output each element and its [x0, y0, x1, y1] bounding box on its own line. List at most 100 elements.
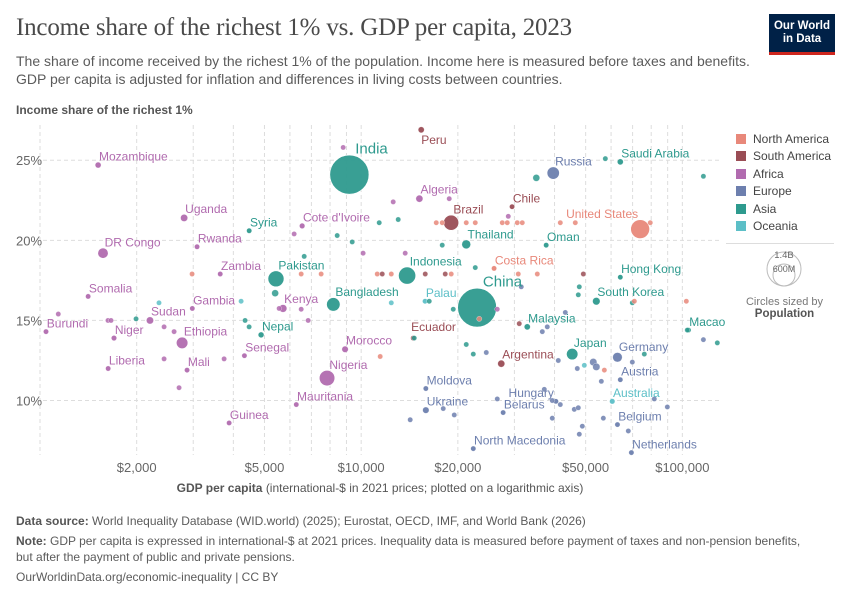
point[interactable] — [442, 271, 448, 277]
point-algeria[interactable] — [415, 195, 424, 203]
owid-logo[interactable]: Our World in Data — [769, 14, 835, 55]
point[interactable] — [318, 271, 324, 277]
point[interactable] — [504, 219, 510, 226]
point[interactable] — [476, 316, 483, 322]
point[interactable] — [505, 213, 512, 220]
point[interactable] — [549, 397, 556, 404]
legend-item-asia[interactable]: Asia — [736, 200, 834, 218]
point[interactable] — [625, 428, 632, 434]
legend-item-africa[interactable]: Africa — [736, 165, 834, 183]
point[interactable] — [301, 253, 307, 260]
point[interactable] — [439, 242, 445, 248]
point-japan[interactable] — [566, 348, 579, 361]
point[interactable] — [390, 199, 396, 205]
point[interactable] — [161, 356, 167, 362]
point-guinea[interactable] — [226, 420, 232, 426]
point-gambia[interactable] — [189, 305, 196, 312]
legend-item-north-america[interactable]: North America — [736, 130, 834, 148]
point-argentina[interactable] — [497, 360, 505, 368]
point-united-states[interactable] — [630, 219, 650, 239]
point[interactable] — [574, 365, 581, 372]
point[interactable] — [579, 423, 586, 429]
point-mozambique[interactable] — [95, 161, 102, 169]
point[interactable] — [463, 219, 469, 226]
point-peru[interactable] — [418, 126, 425, 133]
point[interactable] — [514, 219, 521, 226]
point-saudi-arabia[interactable] — [617, 158, 624, 165]
point-rwanda[interactable] — [194, 243, 200, 250]
point-moldova[interactable] — [423, 385, 429, 392]
point[interactable] — [581, 362, 588, 369]
point[interactable] — [470, 351, 477, 357]
point[interactable] — [439, 219, 445, 226]
point-chile[interactable] — [509, 203, 515, 210]
point-germany[interactable] — [612, 352, 623, 363]
legend-item-south-america[interactable]: South America — [736, 148, 834, 166]
point[interactable] — [298, 306, 304, 312]
point[interactable] — [376, 219, 382, 226]
legend-item-europe[interactable]: Europe — [736, 183, 834, 201]
point[interactable] — [276, 305, 282, 312]
point[interactable] — [340, 144, 346, 151]
point[interactable] — [629, 359, 636, 365]
point-uganda[interactable] — [180, 214, 188, 222]
point[interactable] — [451, 412, 457, 418]
point[interactable] — [291, 231, 297, 237]
point[interactable] — [472, 264, 479, 271]
point[interactable] — [562, 309, 569, 316]
point-hong-kong[interactable] — [617, 274, 624, 280]
point-mauritania[interactable] — [293, 401, 300, 408]
point-austria[interactable] — [617, 376, 624, 383]
point-brazil[interactable] — [443, 214, 460, 231]
point[interactable] — [108, 317, 114, 324]
point[interactable] — [494, 396, 501, 402]
point-bangladesh[interactable] — [326, 297, 341, 312]
point[interactable] — [572, 219, 579, 226]
point-pakistan[interactable] — [267, 270, 285, 288]
point-ethiopia[interactable] — [176, 336, 189, 349]
point[interactable] — [714, 340, 721, 346]
point-thailand[interactable] — [461, 239, 471, 249]
point[interactable] — [388, 271, 395, 277]
point-nigeria[interactable] — [318, 370, 336, 387]
point[interactable] — [472, 219, 479, 226]
point[interactable] — [483, 349, 490, 356]
point[interactable] — [519, 219, 526, 226]
point[interactable] — [161, 324, 167, 330]
point[interactable] — [402, 250, 408, 256]
point[interactable] — [176, 384, 182, 391]
point-syria[interactable] — [246, 227, 252, 234]
point[interactable] — [374, 271, 380, 277]
point[interactable] — [516, 320, 522, 327]
point-morocco[interactable] — [341, 345, 349, 353]
point[interactable] — [463, 341, 469, 348]
point[interactable] — [555, 357, 562, 364]
point[interactable] — [422, 271, 428, 277]
point-north-macedonia[interactable] — [470, 445, 477, 452]
point[interactable] — [598, 378, 605, 385]
point[interactable] — [534, 271, 541, 277]
point[interactable] — [448, 271, 454, 277]
point[interactable] — [446, 195, 452, 202]
point-senegal[interactable] — [241, 352, 248, 359]
point-cote-d-ivoire[interactable] — [299, 223, 306, 229]
point-nepal[interactable] — [258, 331, 265, 338]
point-indonesia[interactable] — [398, 266, 417, 285]
point[interactable] — [379, 271, 385, 277]
point[interactable] — [271, 289, 279, 297]
point[interactable] — [450, 306, 456, 312]
point[interactable] — [171, 328, 177, 335]
point[interactable] — [575, 404, 582, 411]
point[interactable] — [349, 239, 355, 245]
point[interactable] — [539, 328, 546, 335]
point[interactable] — [544, 324, 551, 330]
point-costa-rica[interactable] — [491, 265, 497, 272]
point-netherlands[interactable] — [628, 449, 635, 456]
point-russia[interactable] — [546, 166, 560, 180]
point[interactable] — [600, 415, 607, 421]
point-oman[interactable] — [543, 242, 549, 248]
point[interactable] — [518, 284, 525, 290]
point[interactable] — [133, 316, 139, 322]
point[interactable] — [557, 401, 564, 408]
point[interactable] — [602, 155, 609, 162]
